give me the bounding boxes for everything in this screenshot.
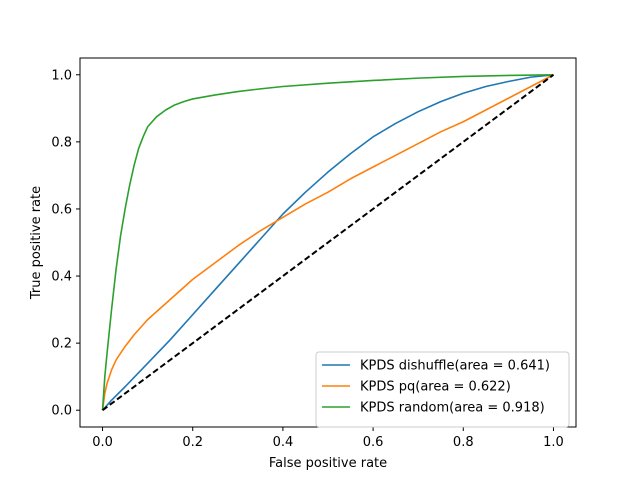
diagonal-reference-line: [101, 73, 555, 412]
legend-label: KPDS pq(area = 0.622): [360, 380, 511, 395]
x-tick-label: 0.0: [92, 435, 113, 450]
x-tick-label: 0.2: [182, 435, 203, 450]
y-tick-label: 1.0: [51, 68, 72, 83]
y-tick-label: 0.0: [51, 404, 72, 419]
plot-lines: [101, 73, 555, 412]
x-tick-label: 0.8: [453, 435, 474, 450]
series-line-2: [101, 73, 554, 411]
y-axis-label: True positive rate: [29, 186, 44, 300]
series-line-0: [101, 73, 554, 411]
x-tick-label: 1.0: [543, 435, 564, 450]
legend: KPDS dishuffle(area = 0.641) KPDS pq(area…: [315, 351, 570, 428]
x-axis-label: False positive rate: [269, 456, 387, 471]
legend-box: [315, 351, 570, 428]
y-tick-label: 0.8: [51, 135, 72, 150]
legend-label: KPDS dishuffle(area = 0.641): [360, 359, 550, 374]
y-tick-label: 0.4: [51, 270, 72, 285]
x-axis-ticks: 0.0 0.2 0.4 0.6 0.8 1.0: [92, 427, 564, 450]
y-axis-ticks: 0.0 0.2 0.4 0.6 0.8 1.0: [51, 68, 80, 419]
y-tick-label: 0.6: [51, 202, 72, 217]
y-tick-label: 0.2: [51, 337, 72, 352]
series-line-1: [101, 74, 554, 411]
x-tick-label: 0.6: [363, 435, 384, 450]
legend-label: KPDS random(area = 0.918): [360, 401, 545, 416]
x-tick-label: 0.4: [273, 435, 294, 450]
